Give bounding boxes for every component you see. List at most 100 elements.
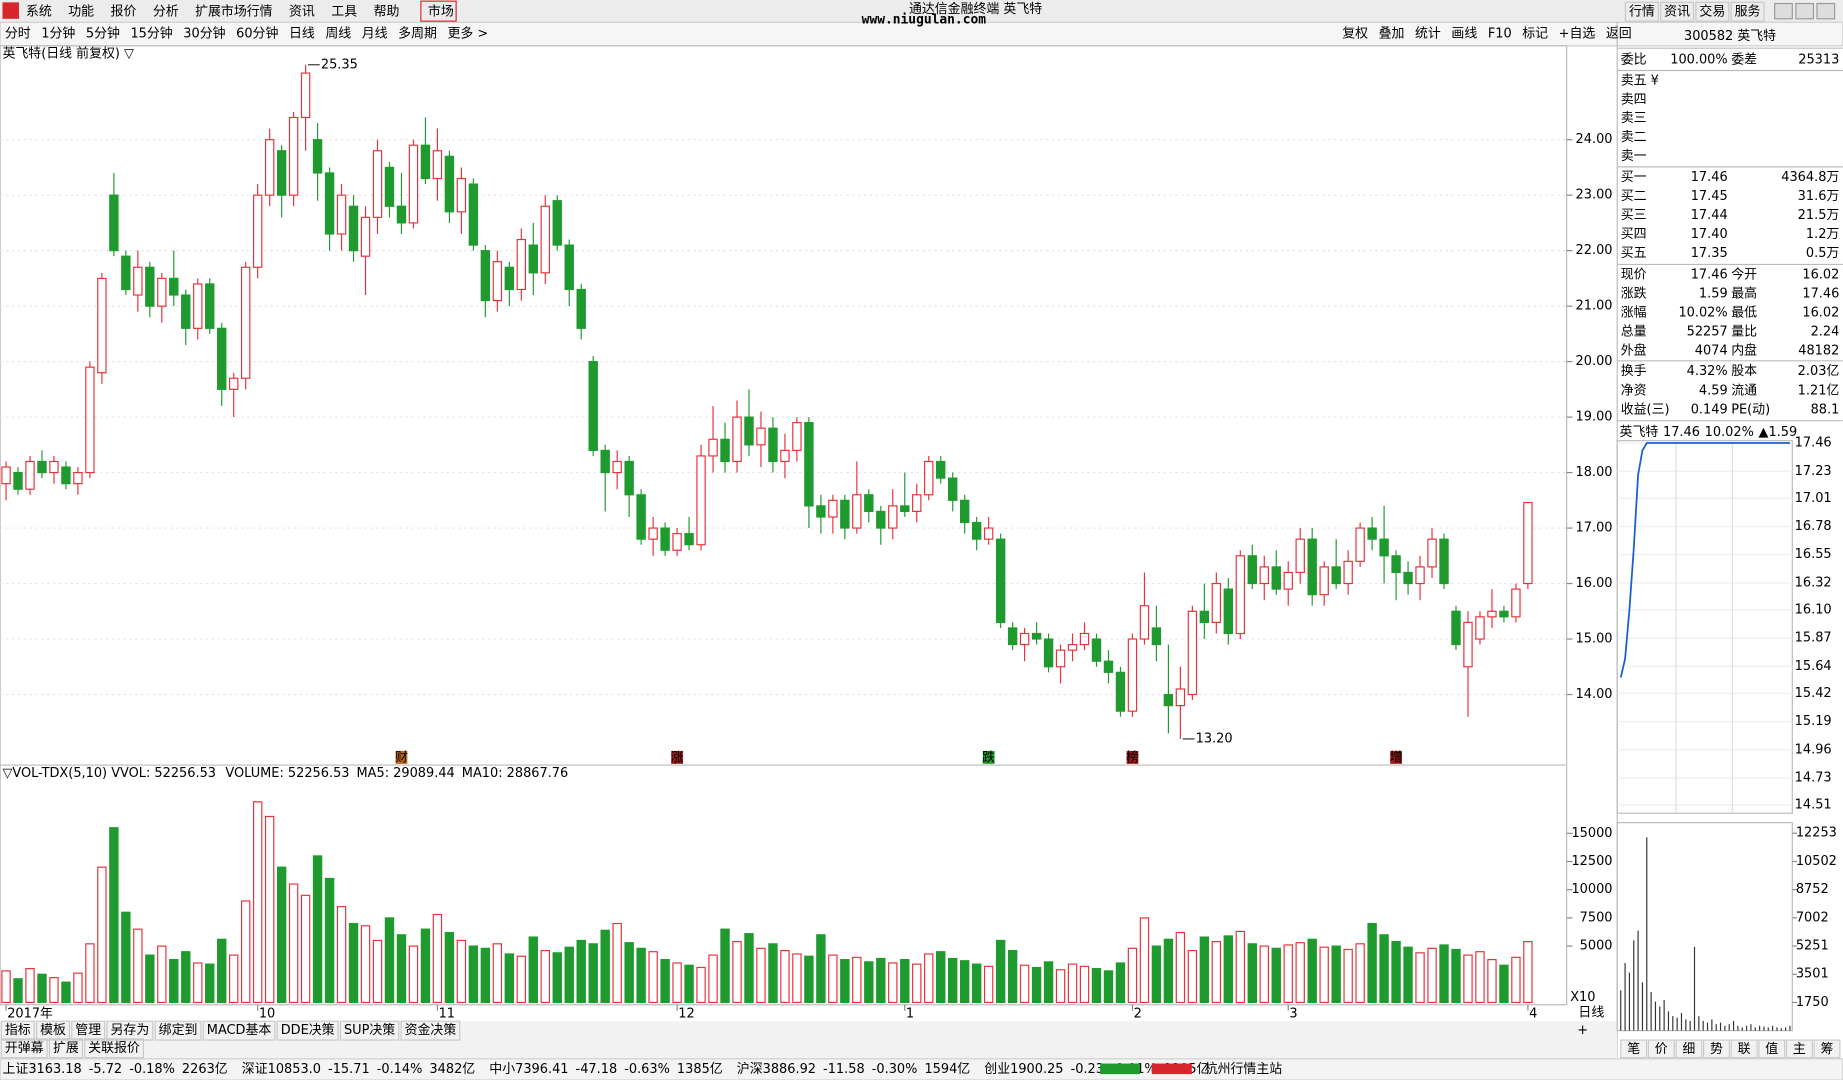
tool[interactable]: +自选: [1559, 27, 1596, 42]
bottom-tab-box[interactable]: [35, 1020, 71, 1041]
candle-body: [888, 505, 898, 529]
bottom-tab-box[interactable]: [0, 1020, 35, 1041]
extra-tab-box[interactable]: [0, 1038, 48, 1059]
period[interactable]: 30分钟: [183, 26, 225, 42]
side-tab-box[interactable]: [1620, 1039, 1648, 1059]
menu-item[interactable]: 报价: [111, 4, 137, 19]
extra-tab-box[interactable]: [48, 1038, 83, 1059]
side-tab-box[interactable]: [1703, 1039, 1731, 1059]
extra-tab-box[interactable]: [84, 1038, 144, 1059]
period[interactable]: 5分钟: [86, 26, 120, 42]
tool[interactable]: 复权: [1342, 26, 1368, 42]
bottom-tab[interactable]: 绑定到: [159, 1023, 198, 1038]
tool[interactable]: 叠加: [1379, 27, 1405, 42]
period[interactable]: 日线: [289, 27, 315, 42]
top-button[interactable]: 资讯: [1664, 4, 1690, 19]
candle-body: [1187, 610, 1198, 696]
period[interactable]: 1分钟: [41, 26, 75, 42]
candle-body: [169, 277, 179, 296]
side-tab[interactable]: 联: [1738, 1042, 1751, 1057]
y-tick-label: 7002: [1796, 910, 1829, 925]
bottom-tab[interactable]: 模板: [40, 1023, 66, 1038]
tool[interactable]: 返回: [1606, 27, 1632, 42]
period[interactable]: 分时: [5, 27, 31, 42]
period[interactable]: 60分钟: [236, 26, 278, 42]
top-button-box[interactable]: [1660, 1, 1695, 22]
y-tick-label: 23.00: [1576, 188, 1613, 203]
bottom-tab[interactable]: 管理: [75, 1023, 101, 1038]
bottom-tab[interactable]: DDE决策: [281, 1022, 335, 1038]
volume-bar: [1211, 940, 1222, 1004]
bottom-tab[interactable]: SUP决策: [344, 1022, 395, 1038]
side-tab-box[interactable]: [1675, 1039, 1703, 1059]
bottom-tab-box[interactable]: [202, 1020, 276, 1041]
extra-tab[interactable]: 扩展: [53, 1041, 79, 1056]
side-tab[interactable]: 筹: [1821, 1041, 1834, 1057]
period[interactable]: 15分钟: [130, 26, 172, 42]
top-button-box[interactable]: [1624, 1, 1659, 22]
bottom-tab[interactable]: 指标: [5, 1023, 31, 1038]
menu-item[interactable]: 资讯: [289, 4, 315, 19]
top-button-box[interactable]: [1730, 1, 1765, 22]
side-tab[interactable]: 价: [1655, 1042, 1668, 1057]
tool[interactable]: 画线: [1451, 27, 1477, 42]
side-tab-box[interactable]: [1647, 1039, 1675, 1059]
bottom-tab-box[interactable]: [400, 1020, 461, 1041]
period[interactable]: 更多 >: [447, 27, 488, 42]
top-button[interactable]: 行情: [1629, 4, 1655, 19]
volume-bar: [804, 955, 814, 1004]
market-tab[interactable]: 市场: [428, 3, 454, 19]
candle-body: [1235, 555, 1246, 635]
side-tab-box[interactable]: [1813, 1039, 1841, 1059]
side-tab[interactable]: 势: [1710, 1041, 1723, 1057]
side-tab-box[interactable]: [1785, 1039, 1813, 1059]
bottom-tab[interactable]: 另存为: [111, 1023, 150, 1038]
bottom-tab-box[interactable]: [71, 1020, 106, 1041]
top-button[interactable]: 交易: [1699, 3, 1725, 19]
bottom-tab-box[interactable]: [339, 1020, 400, 1041]
side-tab-box[interactable]: [1758, 1039, 1786, 1059]
bid-volume: 21.5万: [1798, 208, 1840, 223]
side-tab[interactable]: 值: [1765, 1041, 1778, 1057]
candle-body: [264, 139, 275, 196]
side-tab[interactable]: 细: [1682, 1042, 1695, 1057]
bottom-tab-box[interactable]: [106, 1020, 154, 1041]
quote-value: 100.00%: [1670, 52, 1727, 67]
bottom-tab[interactable]: MACD基本: [207, 1023, 272, 1038]
menu-item[interactable]: 工具: [331, 4, 357, 19]
menu-item[interactable]: 帮助: [374, 4, 400, 19]
tool[interactable]: 统计: [1415, 27, 1441, 42]
top-button[interactable]: 服务: [1735, 3, 1761, 19]
candle-body: [852, 494, 862, 529]
period[interactable]: 月线: [362, 27, 388, 42]
period[interactable]: 多周期: [398, 27, 437, 42]
tool[interactable]: 标记: [1522, 27, 1548, 42]
menu-item[interactable]: 分析: [153, 4, 179, 19]
top-button-box[interactable]: [1695, 1, 1730, 22]
volume-bar: [648, 951, 658, 1004]
bottom-tab-box[interactable]: [154, 1020, 202, 1041]
side-tab-box[interactable]: [1730, 1039, 1758, 1059]
side-tab[interactable]: 主: [1793, 1042, 1806, 1057]
candle-body: [959, 499, 970, 524]
y-tick-label: 16.32: [1795, 575, 1832, 590]
candle-body: [1031, 632, 1042, 640]
minimize[interactable]: [1774, 2, 1793, 20]
volume-bar: [157, 945, 167, 1004]
restore[interactable]: [1795, 2, 1815, 20]
menu-item[interactable]: 系统: [26, 4, 52, 19]
window-controls[interactable]: [1774, 2, 1836, 20]
candle-body: [480, 250, 491, 302]
menu-item[interactable]: 功能: [68, 4, 94, 19]
extra-tab[interactable]: 开弹幕: [5, 1041, 44, 1056]
tool[interactable]: F10: [1488, 27, 1512, 42]
close[interactable]: [1816, 2, 1836, 20]
menu-item[interactable]: 扩展市场行情: [195, 3, 273, 19]
side-tab[interactable]: 笔: [1627, 1041, 1640, 1057]
extra-tab[interactable]: 关联报价: [88, 1041, 140, 1056]
period[interactable]: 周线: [325, 27, 351, 42]
candle-body: [1055, 649, 1066, 668]
bottom-tab-box[interactable]: [276, 1020, 339, 1041]
bottom-tab[interactable]: 资金决策: [405, 1022, 457, 1038]
add-icon[interactable]: +: [1577, 1023, 1588, 1038]
